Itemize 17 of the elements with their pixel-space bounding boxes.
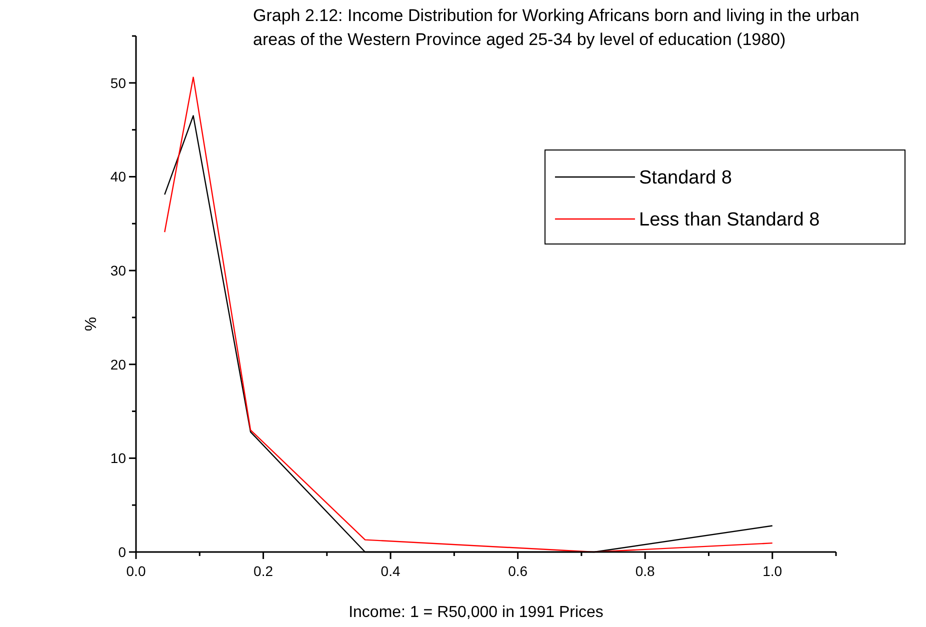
y-tick-label: 20	[110, 356, 126, 372]
x-tick-label: 1.0	[762, 563, 782, 579]
y-tick-label: 0	[118, 544, 126, 560]
x-axis-title: Income: 1 = R50,000 in 1991 Prices	[348, 604, 604, 621]
y-axis-title: %	[83, 316, 100, 332]
legend-label: Standard 8	[639, 168, 732, 189]
y-tick-label: 40	[110, 168, 126, 185]
y-tick-label: 30	[110, 262, 126, 278]
x-tick-label: 0.8	[635, 563, 656, 579]
y-tick-label: 50	[110, 74, 126, 91]
legend-label: Less than Standard 8	[639, 210, 820, 231]
x-tick-label: 0.4	[380, 563, 400, 579]
y-tick-label: 10	[110, 450, 126, 466]
x-tick-label: 0.2	[254, 563, 274, 579]
x-tick-label: 0.0	[126, 563, 146, 579]
chart-title: Graph 2.12: Income Distribution for Working Africans born and living in the urban areas of the Western Province aged 25-34 by level of education (1980)	[253, 6, 860, 49]
x-tick-label: 0.6	[508, 563, 528, 579]
